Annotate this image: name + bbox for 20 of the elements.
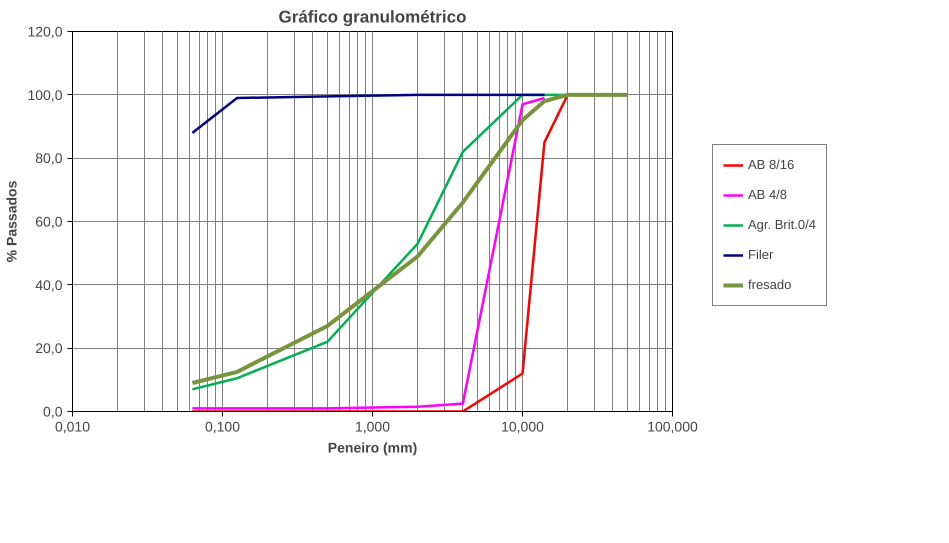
legend-label: AB 8/16	[748, 157, 794, 172]
chart-title: Gráfico granulométrico	[278, 8, 466, 26]
legend-label: Agr. Brit.0/4	[748, 217, 816, 232]
legend-label: fresado	[748, 277, 792, 292]
x-tick-label: 0,010	[54, 418, 90, 434]
y-axis-title: % Passados	[3, 180, 20, 262]
y-tick-label: 100,0	[27, 86, 63, 103]
y-tick-label: 20,0	[35, 340, 63, 356]
legend-label: Filer	[748, 247, 774, 262]
y-tick-label: 40,0	[35, 276, 63, 293]
y-tick-label: 0,0	[43, 404, 63, 420]
y-tick-label: 120,0	[27, 24, 63, 40]
y-tick-label: 80,0	[35, 150, 63, 166]
x-axis-title: Peneiro (mm)	[328, 440, 418, 456]
y-tick-label: 60,0	[35, 214, 63, 230]
x-tick-label: 100,000	[647, 418, 698, 434]
x-tick-label: 1,000	[354, 418, 390, 434]
legend-label: AB 4/8	[748, 187, 788, 202]
x-tick-label: 0,100	[204, 418, 240, 434]
x-tick-label: 10,000	[501, 418, 544, 434]
